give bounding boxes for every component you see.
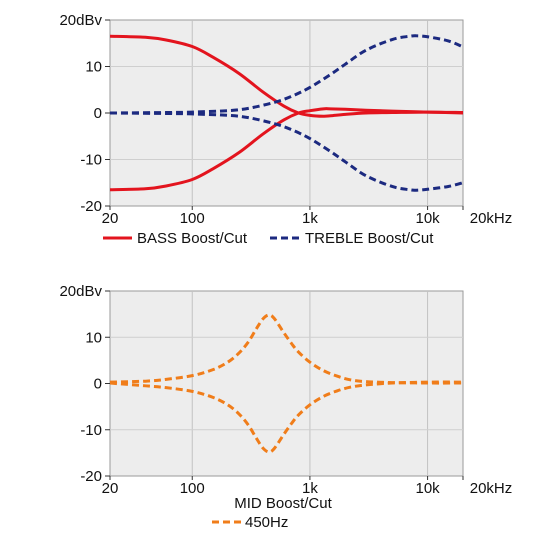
y-tick-label: 20dBv <box>59 12 102 29</box>
x-tick-label: 10k <box>415 480 440 497</box>
x-tick-label: 100 <box>180 210 205 227</box>
y-tick-label: 10 <box>85 59 102 76</box>
x-tick-label: 20kHz <box>470 210 513 227</box>
y-tick-label: -10 <box>80 422 102 439</box>
y-tick-label: 20dBv <box>59 283 102 300</box>
series-line-450hz-boost <box>110 313 463 385</box>
series-line-450hz-cut <box>110 380 463 454</box>
x-tick-label: 100 <box>180 480 205 497</box>
x-tick-label: 1k <box>302 210 318 227</box>
legend-label: 450Hz <box>245 514 288 531</box>
x-tick-label: 20 <box>102 210 119 227</box>
y-tick-label: 10 <box>85 329 102 346</box>
x-tick-label: 1k <box>302 480 318 497</box>
y-tick-label: -20 <box>80 468 102 485</box>
series-line-bass-boost-cut-cut <box>110 107 463 192</box>
x-tick-label: 10k <box>415 210 440 227</box>
legend-label: BASS Boost/Cut <box>137 230 248 247</box>
y-tick-label: -20 <box>80 198 102 215</box>
legend-label: TREBLE Boost/Cut <box>305 230 434 247</box>
x-tick-label: 20 <box>102 480 119 497</box>
x-tick-label: 20kHz <box>470 480 513 497</box>
legend-title: MID Boost/Cut <box>234 495 332 512</box>
y-tick-label: 0 <box>94 105 102 122</box>
y-tick-label: -10 <box>80 152 102 169</box>
y-tick-label: 0 <box>94 376 102 393</box>
